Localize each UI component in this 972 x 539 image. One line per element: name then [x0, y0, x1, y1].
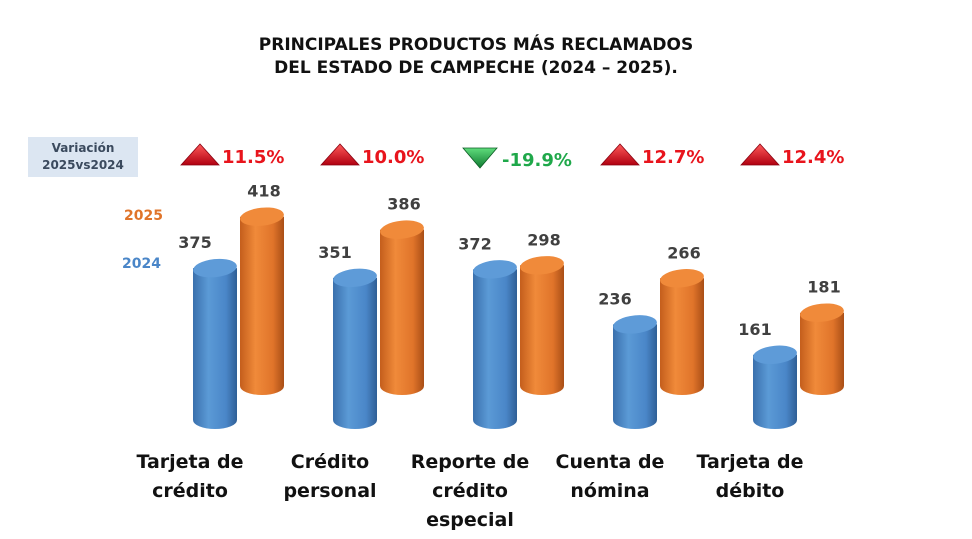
triangle-up-icon [600, 143, 640, 166]
bar-body [193, 268, 237, 429]
bar-top [473, 260, 517, 279]
value-label-2024: 161 [738, 320, 771, 339]
variation-box-line-1: Variación [51, 141, 115, 155]
value-label-2024: 372 [458, 234, 491, 253]
bar-top [800, 303, 844, 322]
bar-top [613, 315, 657, 334]
bar-body [520, 265, 564, 395]
bar-body [380, 229, 424, 395]
bar-top [753, 345, 797, 365]
chart-title: PRINCIPALES PRODUCTOS MÁS RECLAMADOS DEL… [0, 34, 952, 80]
value-label-2024: 375 [178, 233, 211, 252]
bar-2025 [660, 269, 704, 395]
bar-body [473, 269, 517, 429]
category-label-line: Tarjeta de [136, 451, 244, 473]
category-label-line: especial [426, 509, 514, 531]
value-label-2025: 181 [807, 278, 840, 297]
triangle-up-icon [180, 143, 220, 166]
bar-top [520, 256, 564, 275]
bar-top [380, 220, 424, 239]
variation-label: 10.0% [362, 147, 424, 168]
bar-body [800, 312, 844, 395]
bar-2025 [380, 220, 424, 395]
category-label: Crédito personal [260, 448, 400, 506]
variation-label: 12.7% [642, 147, 704, 168]
bar-top [240, 207, 284, 226]
variation-label: 12.4% [782, 147, 844, 168]
bar-top [193, 258, 237, 278]
variation-box-line-2: 2025vs2024 [42, 158, 124, 172]
value-label-2025: 298 [527, 230, 560, 249]
bar-body [333, 277, 377, 429]
bar-2025 [240, 207, 284, 395]
variation-label: 11.5% [222, 147, 284, 168]
triangle-down-icon [462, 147, 498, 169]
bar-body [240, 216, 284, 395]
category-label-line: débito [715, 480, 785, 502]
bar-2024 [473, 260, 517, 429]
legend-item-2025: 2025 [124, 208, 163, 224]
bar-body [753, 354, 797, 429]
category-label: Reporte de crédito especial [400, 448, 540, 535]
bar-2025 [520, 256, 564, 395]
legend-item-2024: 2024 [122, 256, 161, 272]
bar-2024 [613, 315, 657, 429]
variation-box: Variación 2025vs2024 [28, 137, 138, 177]
category-label-line: Cuenta de [555, 451, 665, 473]
value-label-2025: 386 [387, 195, 420, 214]
category-label-line: Crédito [290, 451, 370, 473]
triangle-up-icon [320, 143, 360, 166]
category-label-line: Tarjeta de [696, 451, 804, 473]
category-label-line: nómina [570, 480, 650, 502]
category-label: Tarjeta de crédito [120, 448, 260, 506]
value-label-2025: 418 [247, 182, 280, 201]
bar-body [660, 278, 704, 395]
value-label-2024: 236 [598, 289, 631, 308]
value-label-2024: 351 [318, 243, 351, 262]
bar-top [333, 268, 377, 288]
bar-2024 [193, 258, 237, 429]
bar-2024 [753, 345, 797, 429]
category-label-line: personal [283, 480, 377, 502]
category-label-line: crédito [152, 480, 228, 502]
variation-label: -19.9% [502, 150, 572, 171]
bar-2024 [333, 268, 377, 429]
category-label: Cuenta de nómina [540, 448, 680, 506]
value-label-2025: 266 [667, 243, 700, 262]
category-label-line: crédito [432, 480, 508, 502]
chart-title-line-2: DEL ESTADO DE CAMPECHE (2024 – 2025). [274, 58, 678, 78]
triangle-up-icon [740, 143, 780, 166]
bar-body [613, 324, 657, 429]
category-label: Tarjeta de débito [680, 448, 820, 506]
bar-2025 [800, 303, 844, 395]
chart-title-line-1: PRINCIPALES PRODUCTOS MÁS RECLAMADOS [258, 35, 694, 55]
bar-top [660, 269, 704, 288]
category-label-line: Reporte de [410, 451, 530, 473]
